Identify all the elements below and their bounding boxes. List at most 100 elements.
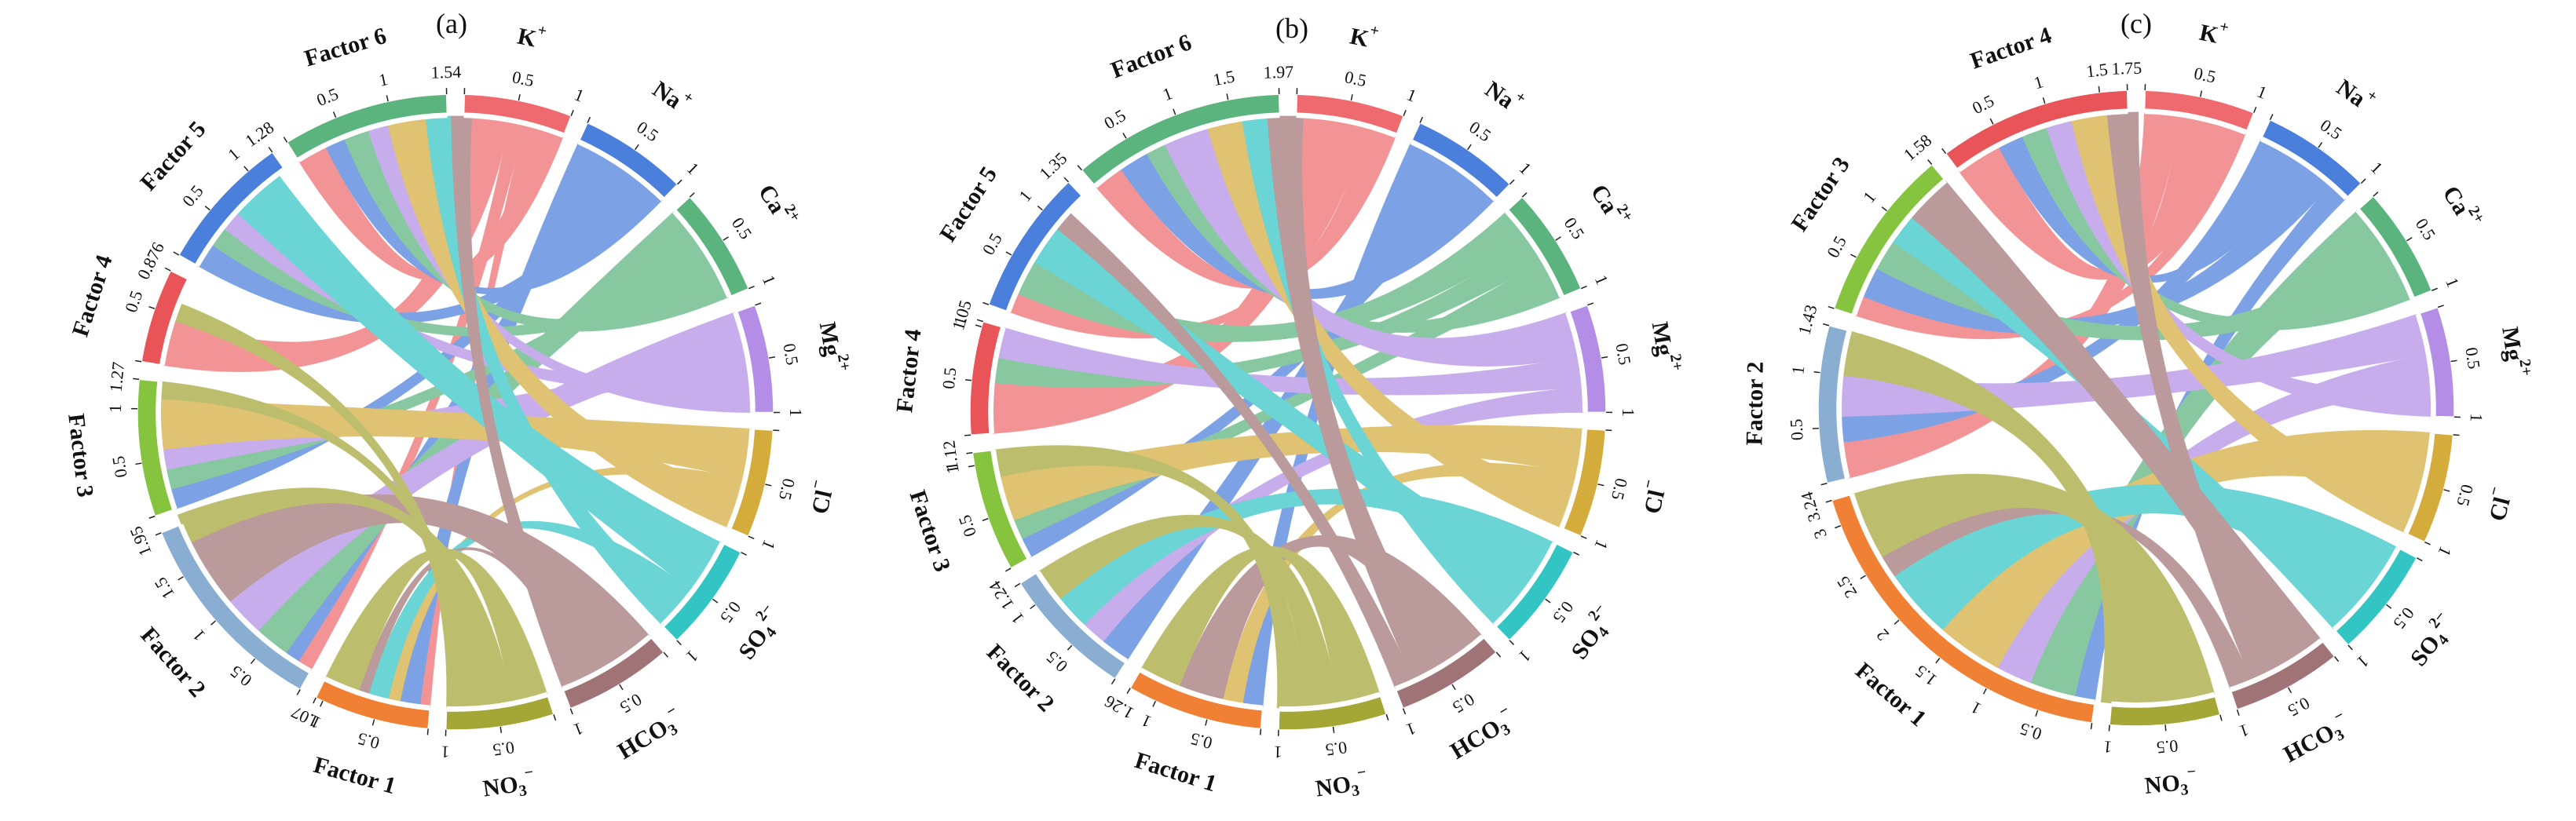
tick-mark (2042, 97, 2046, 104)
tick-mark (2287, 687, 2292, 694)
segment-factor-4 (141, 269, 188, 366)
tick-mark (499, 726, 503, 733)
tick-mark (982, 301, 990, 305)
tick-label: 1 (1515, 646, 1535, 666)
tick-mark (135, 462, 142, 465)
tick-mark (2253, 106, 2257, 113)
tick-mark (1004, 567, 1012, 572)
tick-mark (569, 708, 573, 715)
tick-label: 0.5 (2193, 63, 2218, 86)
segment-inner-gap (577, 141, 664, 202)
segment-inner-gap (1296, 115, 1396, 138)
tick-mark (2406, 237, 2413, 242)
tick-label: 1.5 (1211, 66, 1236, 89)
segment-inner-gap (1505, 210, 1563, 298)
tick-mark (1126, 688, 1131, 694)
tick-mark (332, 111, 337, 119)
tick-label: 0.5 (2285, 693, 2313, 721)
segment-label-factor-2: Factor 2 (1741, 361, 1768, 445)
segment-k (2143, 89, 2255, 131)
tick-label: 1 (1516, 159, 1535, 179)
tick-mark (173, 251, 180, 256)
tick-label: 0.5 (121, 288, 147, 315)
tick-label: 1 (1787, 365, 1808, 376)
segment-k (1295, 93, 1405, 135)
chord-panel-a: 0.51K+0.51Na+0.51Ca2+0.51Mg2+0.51Cl−0.51… (63, 8, 854, 802)
tick-mark (133, 378, 140, 380)
tick-label: 3 (1809, 527, 1831, 542)
tick-mark (2219, 714, 2223, 721)
tick-mark (2269, 114, 2274, 120)
segment-inner-gap (2111, 691, 2216, 706)
tick-mark (426, 728, 429, 735)
tick-mark (1063, 177, 1070, 183)
segment-inner-gap (672, 210, 730, 298)
tick-label: 1 (759, 272, 780, 288)
segment-label-factor-1: Factor 1 (311, 752, 399, 799)
segment-cl (2406, 432, 2454, 543)
tick-mark (1989, 118, 1994, 125)
tick-label: 1 (1403, 718, 1418, 739)
segment-inner-gap (990, 327, 1006, 434)
segment-label-k: K+ (1348, 17, 1381, 53)
segment-label-factor-4: Factor 4 (68, 252, 118, 340)
segment-factor-1 (315, 680, 431, 730)
tick-mark (283, 137, 288, 143)
segment-label-ca: Ca2+ (1586, 177, 1637, 232)
segment-factor-4 (969, 320, 1002, 436)
tick-mark (1587, 302, 1594, 306)
segment-ca (675, 195, 750, 297)
segment-label-na: Na+ (2332, 70, 2380, 118)
segment-inner-gap (1559, 429, 1586, 528)
tick-mark (386, 95, 389, 102)
tick-mark (2453, 434, 2460, 436)
panel-label: (a) (436, 8, 467, 39)
tick-label: 0.5 (108, 454, 131, 479)
tick-mark (155, 532, 162, 536)
tick-mark (1173, 108, 1176, 115)
segment-label-factor-2: Factor 2 (982, 639, 1059, 717)
segment-label-cl: Cl− (801, 478, 840, 516)
tick-mark (2424, 541, 2431, 546)
tick-mark (1419, 116, 1424, 123)
tick-label: 1.24 (985, 578, 1018, 614)
tick-label: 0.5 (728, 213, 756, 243)
tick-mark (975, 324, 982, 328)
tick-label: 0.5 (226, 662, 255, 691)
tick-mark (1597, 483, 1605, 487)
tick-label: 1.5 (150, 574, 178, 602)
tick-label: 1 (572, 85, 587, 106)
segment-label-k: K+ (2197, 14, 2230, 50)
tick-label: 1.75 (2111, 58, 2142, 78)
tick-mark (1935, 658, 1941, 664)
segment-label-na: Na+ (648, 71, 697, 119)
tick-mark (765, 483, 772, 487)
tick-label: 1 (683, 159, 703, 179)
tick-mark (1580, 535, 1587, 539)
segment-label-factor-1: Factor 1 (1132, 747, 1220, 797)
tick-label: 0.5 (2018, 719, 2044, 744)
tick-label: 0.5 (510, 67, 536, 90)
tick-label: 1 (1138, 710, 1154, 732)
segment-factor-4 (1945, 89, 2129, 170)
segment-label-cl: Cl− (1634, 477, 1672, 516)
tick-label: 0.5 (1608, 476, 1632, 502)
tick-label: 0.5 (2412, 215, 2440, 244)
tick-label: 1 (2442, 275, 2463, 290)
tick-mark (1403, 109, 1407, 116)
tick-label: 1 (1859, 188, 1879, 206)
tick-mark (1545, 598, 1551, 604)
segment-label-mg: Mg2+ (2497, 324, 2535, 379)
segment-so4 (1495, 542, 1575, 641)
segment-inner-gap (1394, 634, 1484, 690)
tick-mark (2386, 604, 2392, 609)
tick-label: 0.5 (716, 598, 745, 627)
segment-mg (2419, 306, 2455, 418)
tick-label: 1 (571, 719, 586, 740)
segment-label-hco3: HCO3− (610, 701, 689, 767)
segment-label-k: K+ (515, 17, 548, 53)
segment-factor-2 (160, 524, 310, 691)
segment-inner-gap (2332, 546, 2399, 630)
tick-mark (1509, 640, 1515, 645)
tick-label: 0.5 (954, 513, 980, 539)
